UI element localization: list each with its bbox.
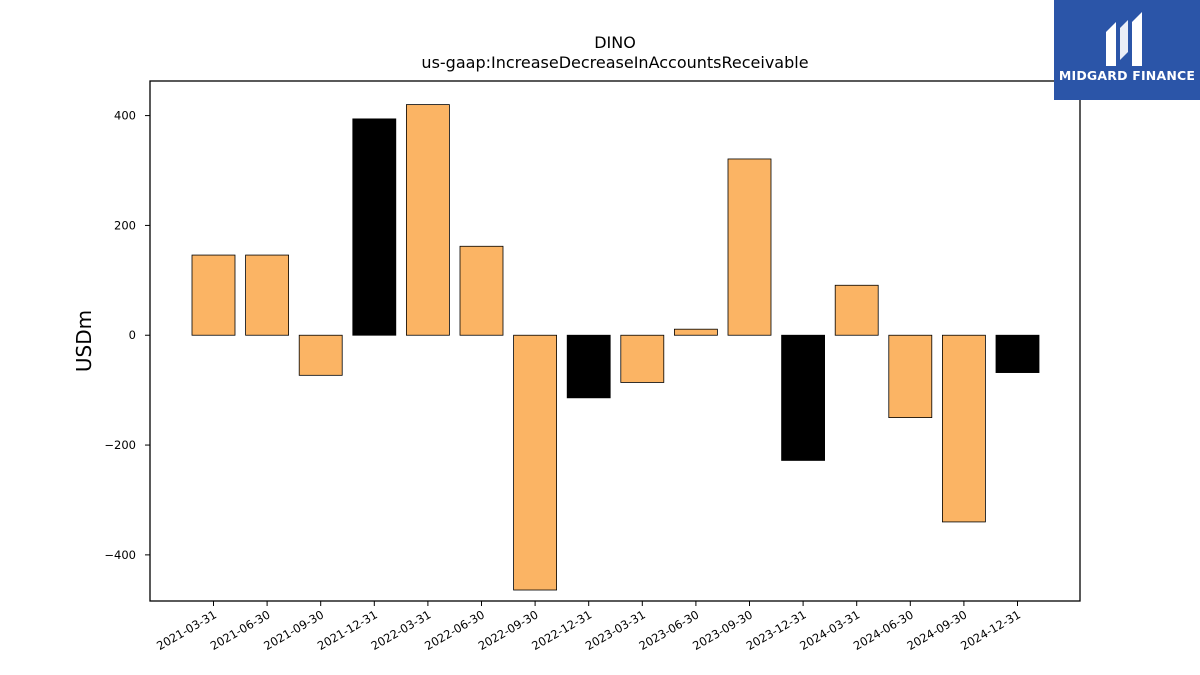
bar-2023-09-30 — [727, 158, 772, 336]
bar-2024-09-30 — [942, 334, 986, 523]
x-tick-label: 2023-12-31 — [744, 607, 809, 653]
bar-2024-03-31 — [834, 284, 879, 336]
y-axis-ticks: −400 −200 0 200 400 — [104, 109, 150, 562]
x-tick-label: 2021-09-30 — [261, 607, 326, 653]
bar-2022-12-31 — [566, 334, 611, 399]
x-tick-label: 2022-03-31 — [369, 607, 434, 653]
y-axis-label: USDm — [72, 310, 96, 372]
x-tick-label: 2021-03-31 — [154, 607, 219, 653]
midgard-finance-logo: MIDGARD FINANCE — [1054, 0, 1200, 100]
plot-frame — [149, 80, 1081, 602]
bar-2021-09-30 — [298, 334, 343, 376]
bar-2024-06-30 — [888, 334, 933, 418]
y-tick-label: 0 — [129, 328, 136, 342]
bar-2021-03-31 — [191, 254, 236, 336]
bar-2021-12-31 — [352, 118, 397, 336]
x-tick-label: 2024-12-31 — [958, 607, 1023, 653]
bar-2024-12-31 — [995, 334, 1040, 373]
bar-2022-06-30 — [459, 245, 504, 336]
bar-2023-12-31 — [781, 334, 825, 461]
y-tick-label: −200 — [104, 438, 136, 452]
bar-2021-06-30 — [245, 254, 290, 336]
x-tick-label: 2023-03-31 — [583, 607, 648, 653]
x-tick-label: 2022-06-30 — [422, 607, 487, 653]
chart-title: DINO — [594, 33, 636, 52]
x-tick-label: 2024-06-30 — [851, 607, 916, 653]
y-tick-label: −400 — [104, 548, 136, 562]
chart-subtitle: us-gaap:IncreaseDecreaseInAccountsReceiv… — [421, 53, 808, 72]
x-tick-label: 2021-06-30 — [208, 607, 273, 653]
logo-text: MIDGARD FINANCE — [1058, 68, 1196, 83]
x-tick-label: 2023-09-30 — [690, 607, 755, 653]
x-tick-label: 2023-06-30 — [637, 607, 702, 653]
x-tick-label: 2022-12-31 — [529, 607, 594, 653]
x-tick-label: 2022-09-30 — [476, 607, 541, 653]
x-tick-label: 2024-09-30 — [905, 607, 970, 653]
y-tick-label: 400 — [114, 109, 136, 123]
x-tick-label: 2021-12-31 — [315, 607, 380, 653]
y-tick-label: 200 — [114, 218, 136, 232]
x-axis-ticks: 2021-03-312021-06-302021-09-302021-12-31… — [154, 601, 1023, 653]
bar-2023-06-30 — [674, 328, 718, 336]
midgard-logo-mark-icon — [1106, 12, 1142, 66]
bar-2023-03-31 — [620, 334, 665, 383]
bar-2022-09-30 — [513, 334, 557, 591]
x-tick-label: 2024-03-31 — [797, 607, 862, 653]
bars-group — [191, 104, 1040, 591]
bar-2022-03-31 — [405, 104, 450, 336]
